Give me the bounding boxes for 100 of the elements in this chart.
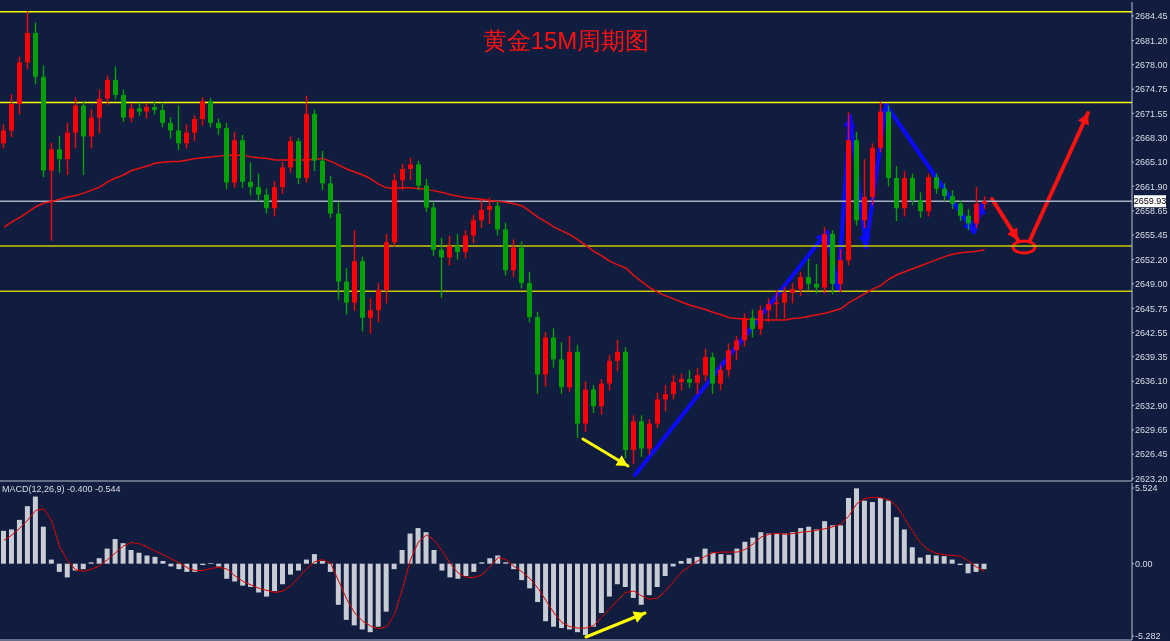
candlestick [703,348,708,382]
candlestick [718,364,723,391]
bar [351,563,357,626]
y-tick-label: 2671.55 [1135,108,1168,119]
text: 黄金15M周期图 [481,27,651,55]
bar [582,563,588,635]
bar [567,563,572,630]
bar [559,563,565,629]
candlestick [184,124,189,149]
bar [112,539,118,564]
candlestick [782,286,787,319]
bar [774,533,780,564]
bar [8,529,14,564]
candlestick [958,200,963,222]
candlestick [416,160,421,191]
candlestick [57,135,62,173]
bar [710,552,716,564]
bar [949,559,955,564]
bar [367,563,373,633]
bar [24,506,30,564]
candlestick [248,162,253,196]
candlestick [424,178,429,212]
bar [1,530,6,564]
candlestick [264,188,269,214]
candlestick [551,328,556,368]
candlestick [487,197,492,225]
bar [32,496,38,564]
y-tick-label: 2649.00 [1135,279,1168,289]
bar [814,529,820,564]
candlestick [615,339,620,372]
candlestick [934,173,939,194]
bar [614,563,620,585]
candlestick [790,283,795,304]
y-tick-label: 2668.30 [1135,133,1168,144]
bar [702,548,708,564]
bar [718,554,724,564]
candlestick [1,124,6,149]
y-tick-label: 2639.35 [1135,351,1168,362]
bar [160,560,166,564]
candlestick [447,235,452,266]
bar [742,541,748,564]
y-tick-label: 2642.55 [1135,327,1168,338]
bar [96,558,102,564]
candlestick [344,268,349,315]
candlestick [471,215,476,243]
bar [822,521,828,564]
bar [264,563,270,597]
bar [551,563,557,627]
bar [423,532,429,564]
bar [766,533,772,564]
bar [176,563,182,570]
bar [877,497,883,564]
candlestick [726,343,731,377]
bar [909,547,915,564]
candlestick [113,66,118,100]
bar [750,537,756,564]
candlestick [105,75,110,105]
candlestick [368,298,373,334]
bar [806,526,812,564]
bar [303,559,309,564]
candlestick [734,336,739,361]
bar [375,563,381,627]
candlestick [160,102,165,128]
bar [487,558,493,564]
bar [678,560,684,564]
bar [463,563,469,577]
bar [136,552,142,564]
bar [359,563,365,630]
candlestick [192,115,197,141]
y-tick-label: 2681.20 [1135,35,1168,46]
bar [120,543,126,564]
candlestick [208,98,213,128]
bar [726,554,732,564]
bar [399,549,405,564]
bar [638,563,644,605]
candlestick [463,230,468,259]
bar [280,563,286,585]
bar [630,563,636,598]
bar [439,563,445,571]
candlestick [511,239,516,277]
bar [128,549,134,564]
bar [48,559,54,564]
bar [798,528,804,564]
bar [224,563,230,579]
bar [471,563,477,572]
y-tick-label: 2645.75 [1135,303,1168,314]
candlestick [168,116,173,139]
y-tick-label: 2626.45 [1135,449,1168,460]
bar [16,519,22,564]
y-tick-label: 2629.65 [1135,425,1168,436]
candlestick [408,157,413,181]
bar [248,563,254,587]
y-tick-label: 2652.20 [1135,254,1168,265]
y-tick-label: 5.524 [1135,483,1158,494]
y-tick-label: 2655.45 [1135,230,1168,241]
bar [343,563,349,620]
bar [56,563,62,572]
candlestick [918,192,923,219]
bar [861,500,867,564]
bar [240,563,246,586]
